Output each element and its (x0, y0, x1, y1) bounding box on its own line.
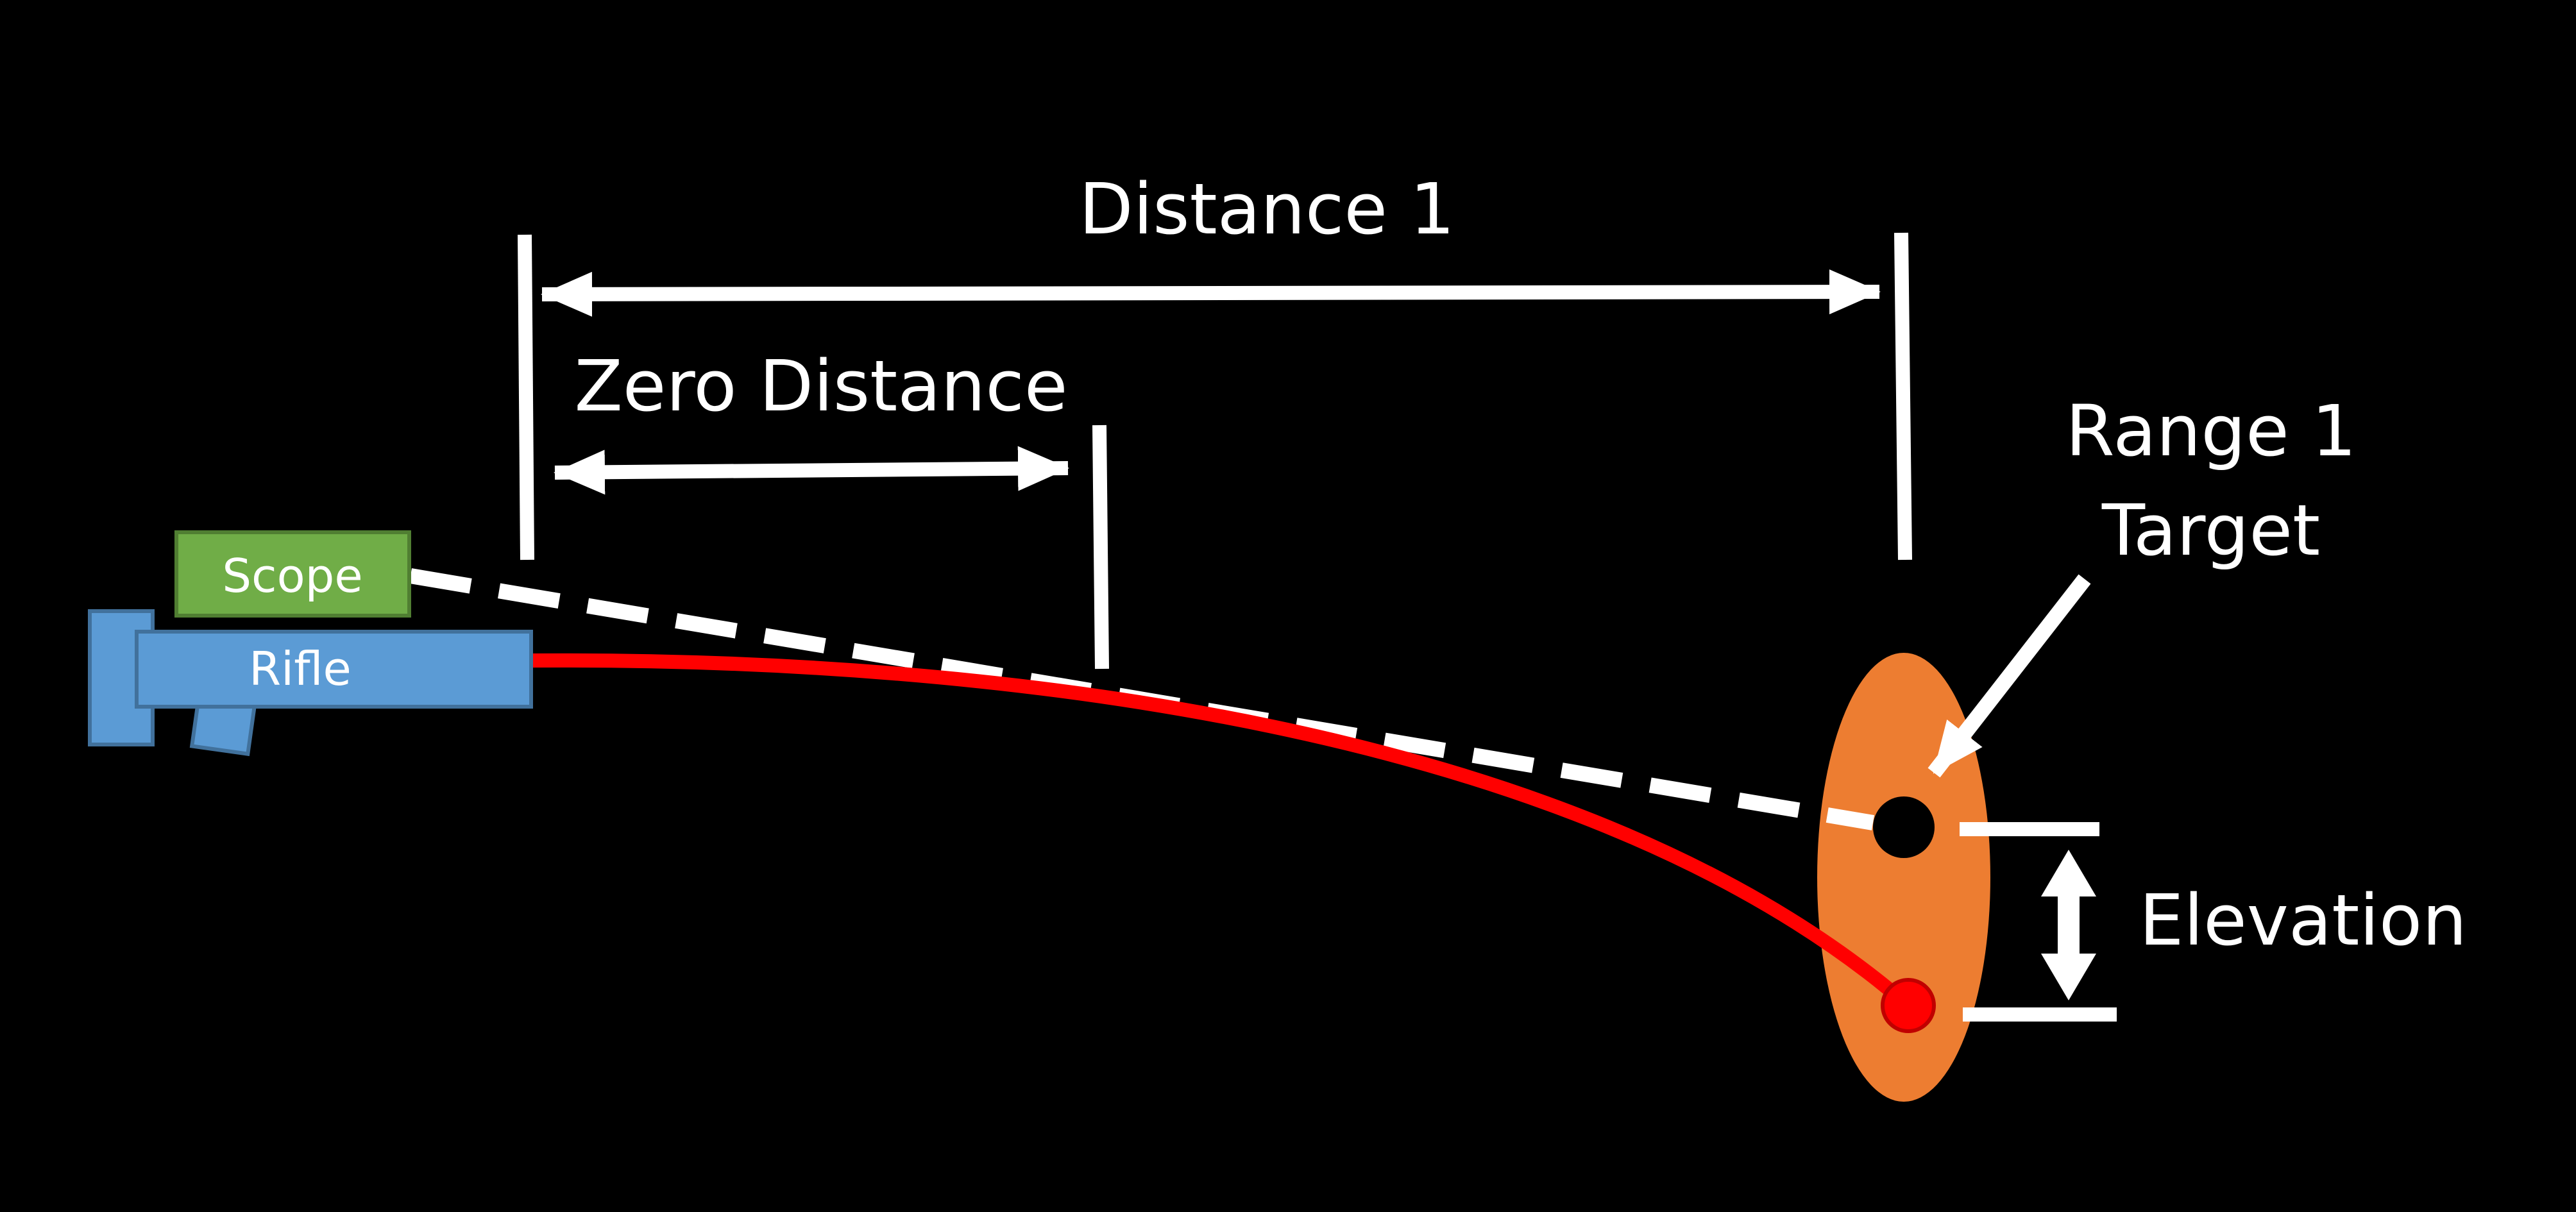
rifle-label: Rifle (249, 642, 352, 696)
scope: Scope (174, 530, 411, 618)
zero-distance-label: Zero Distance (574, 345, 1067, 427)
target-callout: Range 1 Target (1928, 390, 2357, 778)
zero-distance-end-tick (1092, 425, 1109, 669)
target-pointer-arrow (1928, 574, 2091, 778)
zero-distance-arrow (554, 446, 1069, 495)
range-target (1817, 653, 1990, 1102)
impact-point (1881, 978, 1936, 1033)
zero-distance-dimension: Zero Distance (554, 345, 1109, 669)
distance-1-label: Distance 1 (1079, 168, 1455, 250)
distance-1-arrow (541, 269, 1881, 317)
target-ellipse (1817, 653, 1990, 1102)
target-label-line2: Target (2101, 489, 2320, 571)
bullet-trajectory (530, 653, 1913, 1011)
aim-point (1873, 796, 1935, 858)
distance-1-dimension: Distance 1 (518, 168, 1912, 560)
elevation-dimension: Elevation (1960, 822, 2467, 1022)
elevation-arrow-down-head (2041, 954, 2096, 1000)
distance-start-tick (518, 234, 534, 560)
elevation-arrow-up-head (2041, 850, 2096, 896)
target-label-line1: Range 1 (2065, 390, 2357, 472)
rifle-body (135, 630, 533, 709)
scope-label: Scope (222, 549, 362, 603)
rifle: Rifle (88, 609, 533, 757)
scope-body (174, 530, 411, 618)
elevation-label: Elevation (2139, 879, 2467, 961)
distance-end-tick (1894, 232, 1912, 560)
